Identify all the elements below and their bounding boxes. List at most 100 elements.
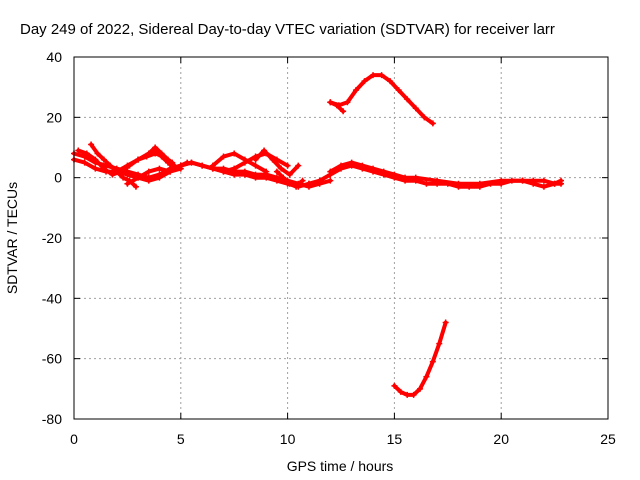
series-line [253,148,301,177]
data-point [88,141,95,148]
x-tick-label: 10 [280,431,296,447]
data-point [558,177,565,184]
data-point [184,159,191,166]
data-point [124,171,131,178]
data-point [263,174,270,181]
data-point [352,87,359,94]
data-point [359,162,366,169]
data-point [156,174,163,181]
data-point [519,177,526,184]
data-point [340,108,347,115]
data-point [429,358,436,365]
x-tick-label: 15 [387,431,403,447]
data-point [423,373,430,380]
data-point [220,168,227,175]
series-lower-arc [391,319,449,398]
data-point [135,156,142,163]
data-point [429,120,436,127]
tick-layer: 0 5 10 15 20 25 -80 -60 -40 -20 0 20 40 [42,49,616,447]
x-tick-label: 20 [493,431,509,447]
data-point [199,162,206,169]
data-point [423,180,430,187]
series-upper-arc-start [327,99,347,115]
data-point [231,171,238,178]
data-layer [71,72,565,398]
data-point [404,96,411,103]
data-point [94,150,101,157]
data-point [404,391,411,398]
data-point [241,171,248,178]
series-upper-arc [327,72,436,127]
data-point [442,319,449,326]
data-point [417,385,424,392]
data-point [316,177,323,184]
data-point [476,180,483,187]
data-point [412,105,419,112]
data-point [241,159,248,166]
data-point [421,114,428,121]
data-point [145,177,152,184]
data-point [132,183,139,190]
data-point [145,168,152,175]
data-point [83,150,90,157]
series-arc-h [273,168,306,190]
data-point [120,174,127,181]
data-point [100,165,107,172]
data-point [391,382,398,389]
data-point [286,171,293,178]
x-axis-label: GPS time / hours [287,458,394,474]
data-point [92,156,99,163]
data-point [327,168,334,175]
data-point [455,180,462,187]
data-point [145,150,152,157]
series-main-band-e [327,159,565,190]
data-point [209,162,216,169]
data-point [269,156,276,163]
data-point [280,174,287,181]
data-point [252,162,259,169]
data-point [402,174,409,181]
data-point [434,177,441,184]
data-point [380,168,387,175]
x-tick-label: 25 [600,431,616,447]
y-tick-label: -60 [42,351,62,367]
data-point [333,102,340,109]
series-main-band-b [71,156,312,190]
data-point [348,159,355,166]
data-point [540,183,547,190]
data-point [273,177,280,184]
data-point [498,177,505,184]
data-point [540,177,547,184]
data-point [92,165,99,172]
data-point [397,388,404,395]
data-point [391,171,398,178]
y-tick-label: 40 [46,49,62,65]
series-arc-g [252,147,302,178]
x-tick-label: 0 [70,431,78,447]
data-point [305,180,312,187]
data-point [286,180,293,187]
data-point [344,99,351,106]
y-tick-label: -80 [42,411,62,427]
data-point [273,168,280,175]
data-point [410,391,417,398]
y-tick-label: -40 [42,290,62,306]
data-point [395,87,402,94]
data-point [378,72,385,79]
data-point [263,168,270,175]
data-point [299,177,306,184]
series-main-band-d [305,162,565,190]
data-point [152,147,159,154]
data-point [124,162,131,169]
data-point [327,177,334,184]
data-point [135,174,142,181]
data-point [327,99,334,106]
data-point [158,153,165,160]
series-arc-d [145,147,191,172]
data-point [124,180,131,187]
data-point [156,165,163,172]
series-arc-e [209,150,270,175]
data-point [293,183,300,190]
y-tick-label: -20 [42,230,62,246]
data-point [167,168,174,175]
